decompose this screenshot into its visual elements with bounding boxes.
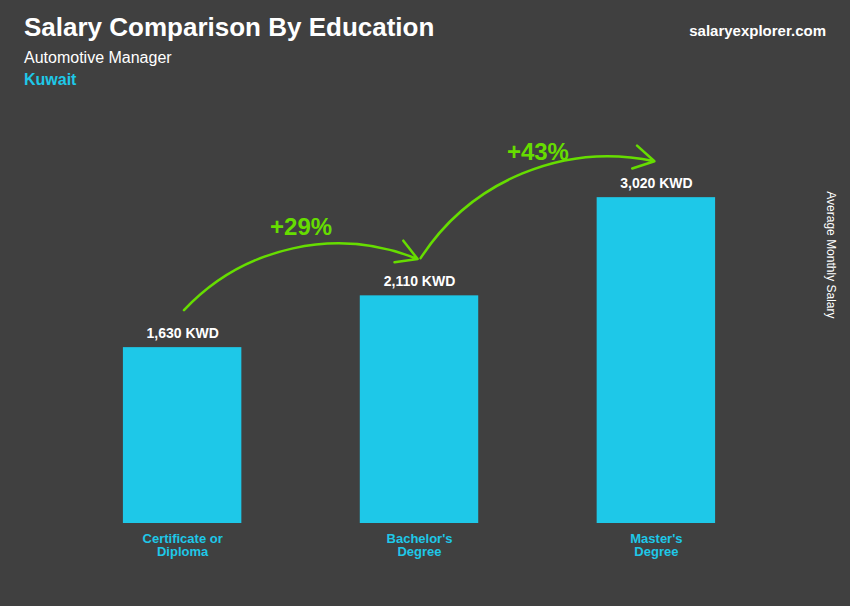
svg-text:Bachelor'sDegree: Bachelor'sDegree — [387, 531, 453, 559]
html-text:salaryexplorer.com: salaryexplorer.com — [689, 22, 826, 39]
html-text:Salary Comparison By Education: Salary Comparison By Education — [24, 12, 435, 42]
svg-text:Master'sDegree: Master'sDegree — [630, 531, 682, 559]
svg-text:+29%: +29% — [270, 213, 332, 240]
svg-text:Certificate orDiploma: Certificate orDiploma — [143, 531, 223, 559]
html-text:Automotive Manager: Automotive Manager — [24, 49, 172, 66]
svg-text:1,630 KWD: 1,630 KWD — [146, 325, 218, 341]
svg-text:+43%: +43% — [507, 138, 569, 165]
svg-text:3,020 KWD: 3,020 KWD — [620, 175, 692, 191]
html-text:Kuwait: Kuwait — [24, 71, 77, 88]
svg-text:2,110 KWD: 2,110 KWD — [384, 273, 456, 289]
svg-text:Average Monthly Salary: Average Monthly Salary — [824, 191, 838, 318]
